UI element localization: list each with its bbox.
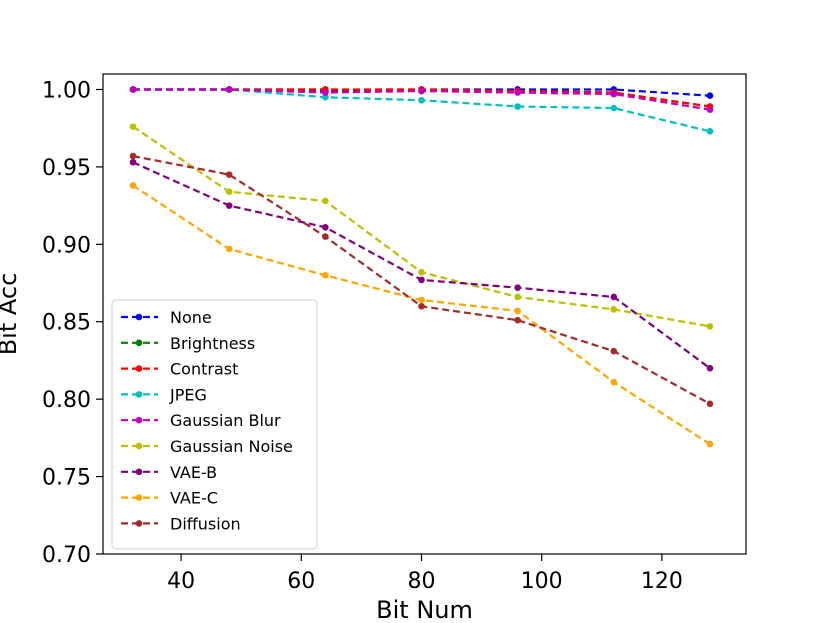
- data-point-gaussian-blur: [514, 89, 521, 96]
- data-point-diffusion: [129, 152, 137, 160]
- data-point-diffusion: [418, 302, 425, 310]
- data-point-vae-c: [706, 440, 714, 448]
- data-point-vae-b: [418, 276, 425, 284]
- data-point-gaussian-blur: [418, 87, 425, 95]
- data-point-gaussian-noise: [610, 306, 618, 313]
- y-tick-label: 0.95: [42, 156, 91, 181]
- x-tick-label: 40: [167, 569, 195, 594]
- legend-label: Brightness: [170, 334, 255, 353]
- x-tick-label: 120: [641, 569, 683, 594]
- data-point-vae-b: [706, 364, 714, 372]
- legend-marker: [135, 494, 143, 501]
- data-point-gaussian-blur: [225, 86, 233, 93]
- legend-marker: [135, 339, 143, 347]
- legend-item: Gaussian Noise: [121, 437, 293, 456]
- legend-marker: [135, 442, 143, 450]
- data-point-vae-c: [129, 182, 137, 189]
- y-tick-label: 0.70: [42, 543, 91, 568]
- legend-item: None: [121, 308, 212, 327]
- data-point-gaussian-noise: [322, 197, 329, 205]
- data-point-jpeg: [610, 104, 618, 112]
- legend-label: JPEG: [169, 385, 207, 404]
- data-point-gaussian-blur: [322, 89, 329, 96]
- x-tick-label: 80: [407, 569, 435, 594]
- data-point-vae-c: [225, 245, 233, 253]
- series-line-gaussian-noise: [132, 125, 711, 328]
- y-tick-label: 0.80: [42, 388, 91, 413]
- legend-label: None: [170, 308, 212, 327]
- plot-markers: [129, 86, 714, 448]
- legend-marker: [135, 391, 143, 398]
- legend-marker: [135, 468, 143, 476]
- legend-marker: [135, 520, 143, 527]
- legend-label: VAE-B: [170, 463, 217, 482]
- data-point-vae-c: [514, 307, 521, 315]
- legend-item: Diffusion: [121, 514, 241, 533]
- data-point-gaussian-noise: [514, 293, 521, 301]
- data-point-jpeg: [706, 127, 714, 135]
- legend-label: VAE-C: [170, 489, 218, 508]
- legend-box: [111, 299, 318, 550]
- x-tick-label: 60: [287, 569, 315, 594]
- legend-label: Gaussian Blur: [170, 411, 281, 430]
- data-point-jpeg: [322, 93, 329, 101]
- y-tick-label: 0.90: [42, 233, 91, 258]
- data-point-vae-b: [129, 158, 137, 166]
- y-axis-title: Bit Acc: [0, 273, 22, 356]
- legend-item: Gaussian Blur: [121, 411, 281, 430]
- legend-item: JPEG: [121, 385, 207, 404]
- data-point-gaussian-noise: [225, 188, 233, 195]
- y-tick-label: 1.00: [42, 78, 91, 103]
- legend-marker: [135, 365, 143, 372]
- legend-item: VAE-B: [121, 463, 217, 482]
- legend-item: Contrast: [121, 360, 238, 379]
- y-tick-label: 0.85: [42, 311, 91, 336]
- y-tick-label: 0.75: [42, 466, 91, 491]
- data-point-diffusion: [610, 347, 618, 355]
- legend-marker: [135, 313, 143, 321]
- x-axis-title: Bit Num: [376, 596, 473, 623]
- data-point-gaussian-noise: [418, 268, 425, 276]
- y-axis: 0.70 0.75 0.80 0.85 0.90 0.95 1.00: [42, 78, 103, 568]
- legend-label: Diffusion: [170, 514, 241, 533]
- legend-marker: [135, 416, 143, 424]
- x-axis: 40 60 80 100 120: [167, 554, 683, 594]
- data-point-diffusion: [706, 400, 714, 408]
- data-point-diffusion: [225, 171, 233, 178]
- x-tick-label: 100: [521, 569, 563, 594]
- data-point-gaussian-noise: [129, 123, 137, 130]
- data-point-jpeg: [418, 97, 425, 104]
- plot-frame: [102, 73, 747, 555]
- data-point-gaussian-blur: [129, 86, 137, 93]
- data-point-vae-c: [418, 296, 425, 304]
- data-point-none: [706, 92, 714, 99]
- legend-label: Gaussian Noise: [170, 437, 293, 456]
- legend: None Brightness Contrast JPEG Gaussian Blur G…: [111, 299, 318, 550]
- data-point-diffusion: [322, 233, 329, 240]
- legend-label: Contrast: [170, 360, 238, 379]
- data-point-vae-b: [514, 284, 521, 291]
- legend-item: VAE-C: [121, 489, 218, 508]
- data-point-gaussian-blur: [610, 90, 618, 98]
- data-point-vae-b: [225, 202, 233, 209]
- data-point-jpeg: [514, 103, 521, 110]
- data-point-vae-c: [610, 378, 618, 386]
- legend-item: Brightness: [121, 334, 255, 353]
- data-point-gaussian-noise: [706, 323, 714, 330]
- data-point-vae-b: [610, 293, 618, 301]
- data-point-diffusion: [514, 316, 521, 324]
- data-point-vae-c: [322, 271, 329, 279]
- data-point-gaussian-blur: [706, 106, 714, 113]
- data-point-vae-b: [322, 223, 329, 231]
